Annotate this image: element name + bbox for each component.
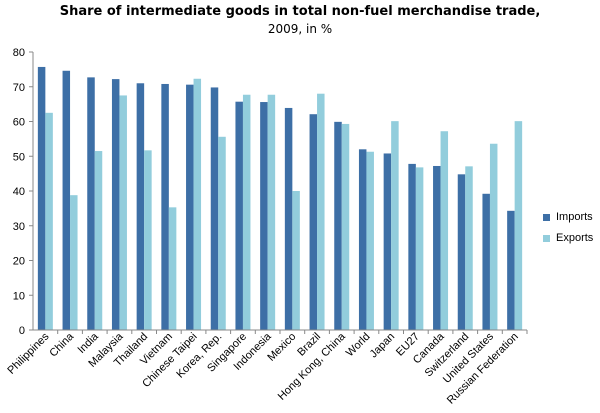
y-tick-label: 60: [13, 117, 25, 129]
legend-label-imports: Imports: [556, 211, 593, 223]
bar-imports: [457, 174, 466, 330]
bar-exports: [168, 207, 177, 330]
bar-imports: [62, 70, 71, 330]
bar-imports: [186, 84, 194, 330]
bar-exports: [317, 93, 325, 330]
legend-item-imports: Imports: [543, 211, 593, 223]
bar-exports: [292, 191, 300, 330]
bar-imports: [507, 210, 515, 330]
category-label: Philippines: [5, 330, 51, 376]
y-tick-label: 40: [13, 186, 25, 198]
legend-label-exports: Exports: [556, 232, 594, 244]
bar-exports: [267, 94, 276, 331]
bar-imports: [161, 83, 169, 330]
bar-imports: [309, 114, 318, 330]
bar-imports: [136, 83, 145, 331]
bar-exports: [391, 121, 399, 330]
bar-exports: [465, 166, 473, 330]
bar-exports: [218, 136, 226, 330]
category-label: Mexico: [265, 331, 298, 364]
legend-item-exports: Exports: [543, 232, 593, 244]
category-label: World: [344, 331, 373, 360]
bar-exports: [514, 121, 523, 330]
bar-imports: [111, 79, 120, 330]
bar-imports: [284, 107, 293, 330]
bar-exports: [119, 95, 127, 330]
bar-exports: [242, 94, 251, 331]
y-tick-label: 70: [13, 82, 25, 94]
bar-exports: [489, 143, 498, 330]
bar-imports: [260, 102, 268, 330]
bar-exports: [70, 195, 78, 330]
legend-swatch-exports: [543, 234, 550, 242]
bar-imports: [235, 101, 243, 330]
bar-imports: [334, 121, 342, 330]
bar-imports: [383, 153, 392, 330]
bar-exports: [341, 123, 350, 331]
bar-exports: [94, 151, 103, 330]
bar-imports: [87, 77, 95, 331]
bar-exports: [45, 112, 53, 330]
y-tick-label: 50: [13, 151, 25, 163]
bar-imports: [210, 87, 219, 330]
bar-exports: [366, 151, 374, 330]
bar-imports: [433, 165, 441, 330]
bar-imports: [408, 163, 416, 330]
bar-imports: [37, 66, 46, 330]
bar-exports: [193, 78, 202, 330]
y-tick-label: 20: [13, 256, 25, 268]
y-tick-label: 0: [19, 325, 25, 337]
bar-exports: [440, 131, 449, 330]
y-tick-label: 80: [13, 47, 25, 59]
bar-imports: [358, 149, 367, 330]
bar-exports: [144, 150, 152, 330]
category-label: China: [47, 330, 76, 359]
bar-imports: [482, 193, 490, 330]
legend-swatch-imports: [543, 213, 550, 221]
chart-subtitle: 2009, in %: [267, 22, 333, 36]
bar-exports: [415, 167, 424, 330]
y-tick-label: 10: [13, 290, 25, 302]
chart-title: Share of intermediate goods in total non…: [59, 4, 541, 19]
category-label: Japan: [368, 331, 398, 361]
y-tick-label: 30: [13, 221, 25, 233]
